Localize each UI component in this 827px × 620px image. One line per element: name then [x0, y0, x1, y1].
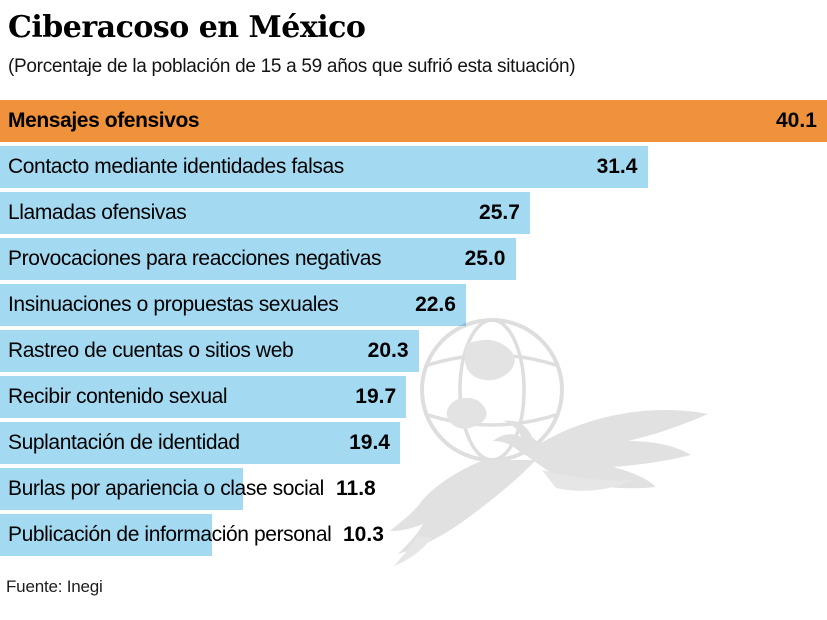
bar: [0, 146, 648, 188]
bar: [0, 376, 407, 418]
bar-label: Mensajes ofensivos: [8, 109, 200, 132]
bar: [0, 238, 516, 280]
bar-label: Suplantación de identidad: [8, 431, 240, 454]
bar-value: 20.3: [367, 339, 409, 362]
bar-value: 19.7: [355, 385, 397, 408]
bar-row: Llamadas ofensivas 25.7: [0, 192, 827, 234]
bar-value: 10.3: [343, 523, 384, 546]
bar-value: 22.6: [415, 293, 456, 316]
bar-value: 25.7: [479, 201, 520, 224]
bar-row: Burlas por apariencia o clase social 11.8: [0, 468, 827, 510]
bar-row: Provocaciones para reacciones negativas 2…: [0, 238, 827, 280]
bar-value: 11.8: [336, 477, 376, 500]
bar: [0, 468, 244, 510]
bar-label: Publicación de información personal: [8, 523, 332, 546]
source-note: Fuente: Inegi: [6, 577, 103, 596]
page-title: Ciberacoso en México: [8, 10, 366, 45]
bar: [0, 330, 419, 372]
bar: [0, 284, 467, 326]
bar-row: Contacto mediante identidades falsas 31.4: [0, 146, 827, 188]
bar: [0, 514, 213, 556]
bar-highlight: [0, 100, 827, 142]
bar-label: Contacto mediante identidades falsas: [8, 155, 344, 178]
bar-row: Suplantación de identidad 19.4: [0, 422, 827, 464]
bar-label: Rastreo de cuentas o sitios web: [8, 339, 294, 362]
bar-row: Recibir contenido sexual 19.7: [0, 376, 827, 418]
bar-label: Llamadas ofensivas: [8, 201, 187, 224]
page-subtitle: (Porcentaje de la población de 15 a 59 a…: [8, 56, 576, 77]
bar-label: Recibir contenido sexual: [8, 385, 228, 408]
header: Ciberacoso en México (Porcentaje de la p…: [0, 0, 827, 79]
bar-label: Insinuaciones o propuestas sexuales: [8, 293, 339, 316]
bar-row: Rastreo de cuentas o sitios web 20.3: [0, 330, 827, 372]
bar-label: Burlas por apariencia o clase social: [8, 477, 324, 500]
bar-label: Provocaciones para reacciones negativas: [8, 247, 382, 270]
horizontal-bar-chart: Mensajes ofensivos 40.1 Contacto mediante …: [0, 100, 827, 556]
bar-value: 19.4: [349, 431, 390, 454]
bar-row: Insinuaciones o propuestas sexuales 22.6: [0, 284, 827, 326]
bar-row: Mensajes ofensivos 40.1: [0, 100, 827, 142]
bar-value: 31.4: [596, 155, 638, 178]
bar: [0, 192, 531, 234]
bar: [0, 422, 401, 464]
bar-value: 25.0: [464, 247, 506, 270]
bar-row: Publicación de información personal 10.3: [0, 514, 827, 556]
bar-value: 40.1: [776, 109, 817, 132]
